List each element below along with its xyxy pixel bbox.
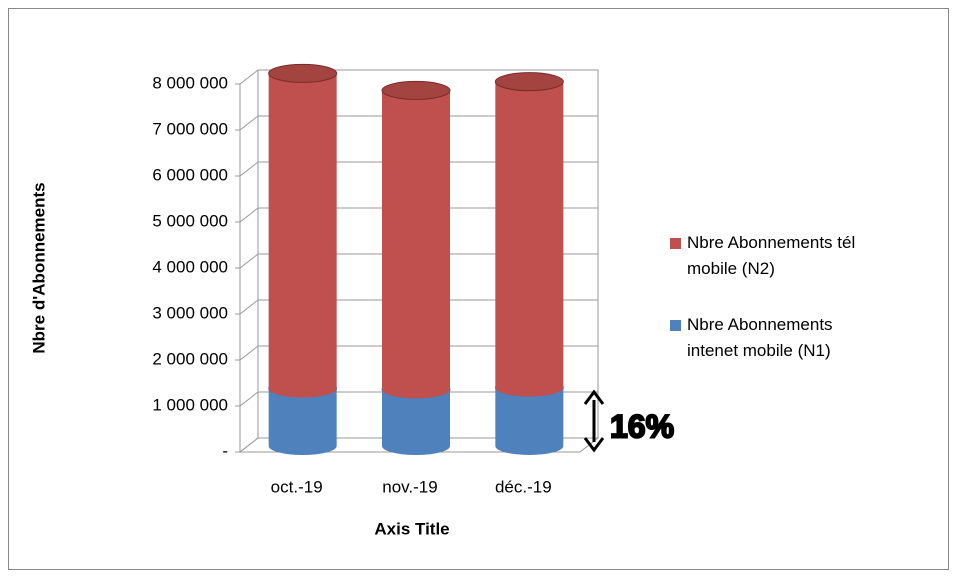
annotation: 16% <box>610 408 674 444</box>
y-axis-title: Nbre d'Abonnements <box>29 182 48 353</box>
cylinder-top <box>494 72 564 92</box>
x-tick-label: oct.-19 <box>271 477 323 496</box>
cylinder-top <box>268 63 338 83</box>
cylinder-segment <box>382 389 450 455</box>
grid-line <box>239 115 598 131</box>
cylinder-segment <box>495 387 564 455</box>
grid-line <box>239 161 598 177</box>
legend-item: Nbre Abonnements intenet mobile (N1) <box>670 312 877 364</box>
y-tick-label: 6 000 000 <box>152 165 228 184</box>
y-tick-label: 3 000 000 <box>152 303 228 322</box>
grid-line <box>239 437 598 453</box>
legend-label: Nbre Abonnements tél mobile (N2) <box>687 233 856 278</box>
cylinder-segment <box>495 81 564 397</box>
chart-border <box>8 8 949 570</box>
grid-line <box>239 69 598 85</box>
cylinder-segment <box>382 90 450 399</box>
legend-item: Nbre Abonnements tél mobile (N2) <box>670 230 877 282</box>
cylinder-segment <box>268 73 337 398</box>
y-tick-label: - <box>222 441 228 460</box>
cylinder-segment <box>268 388 337 455</box>
y-tick-label: 5 000 000 <box>152 211 228 230</box>
y-tick-label: 7 000 000 <box>152 119 228 138</box>
grid-line <box>239 253 598 269</box>
legend-swatch <box>670 320 681 331</box>
x-axis-title: Axis Title <box>374 519 449 538</box>
legend-swatch <box>670 238 681 249</box>
arrow-head <box>583 437 605 453</box>
grid-line <box>239 299 598 315</box>
x-tick-label: déc.-19 <box>495 477 552 496</box>
arrow-head <box>583 389 605 405</box>
cylinder-top <box>381 80 451 100</box>
x-tick-label: nov.-19 <box>382 477 437 496</box>
y-tick-label: 2 000 000 <box>152 349 228 368</box>
legend-label: Nbre Abonnements intenet mobile (N1) <box>687 315 833 360</box>
grid-line <box>239 207 598 223</box>
grid-line <box>239 345 598 361</box>
y-tick-label: 8 000 000 <box>152 73 228 92</box>
y-tick-label: 4 000 000 <box>152 257 228 276</box>
y-tick-label: 1 000 000 <box>152 395 228 414</box>
grid-line <box>239 391 598 407</box>
